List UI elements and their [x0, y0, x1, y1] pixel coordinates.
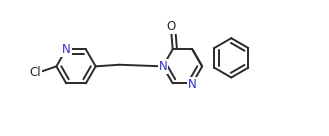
Text: N: N	[62, 43, 71, 56]
Text: N: N	[188, 78, 197, 91]
Text: N: N	[159, 60, 167, 73]
Text: O: O	[166, 20, 176, 33]
Text: Cl: Cl	[30, 66, 41, 79]
